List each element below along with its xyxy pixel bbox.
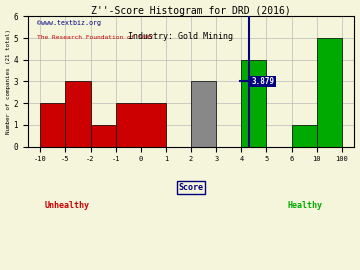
Text: Unhealthy: Unhealthy	[44, 201, 89, 210]
Y-axis label: Number of companies (21 total): Number of companies (21 total)	[5, 29, 10, 134]
Text: Healthy: Healthy	[288, 201, 323, 210]
Title: Z''-Score Histogram for DRD (2016): Z''-Score Histogram for DRD (2016)	[91, 6, 291, 16]
Text: The Research Foundation of SUNY: The Research Foundation of SUNY	[37, 35, 154, 40]
Bar	[191, 82, 216, 147]
Bar	[116, 103, 166, 147]
Text: Score: Score	[179, 183, 203, 192]
Bar	[241, 60, 266, 147]
Bar	[40, 103, 66, 147]
Text: ©www.textbiz.org: ©www.textbiz.org	[37, 20, 102, 26]
Bar	[90, 125, 116, 147]
Bar	[317, 38, 342, 147]
Bar	[292, 125, 317, 147]
Bar	[66, 82, 90, 147]
Text: 3.879: 3.879	[251, 77, 275, 86]
Text: Industry: Gold Mining: Industry: Gold Mining	[127, 32, 233, 41]
